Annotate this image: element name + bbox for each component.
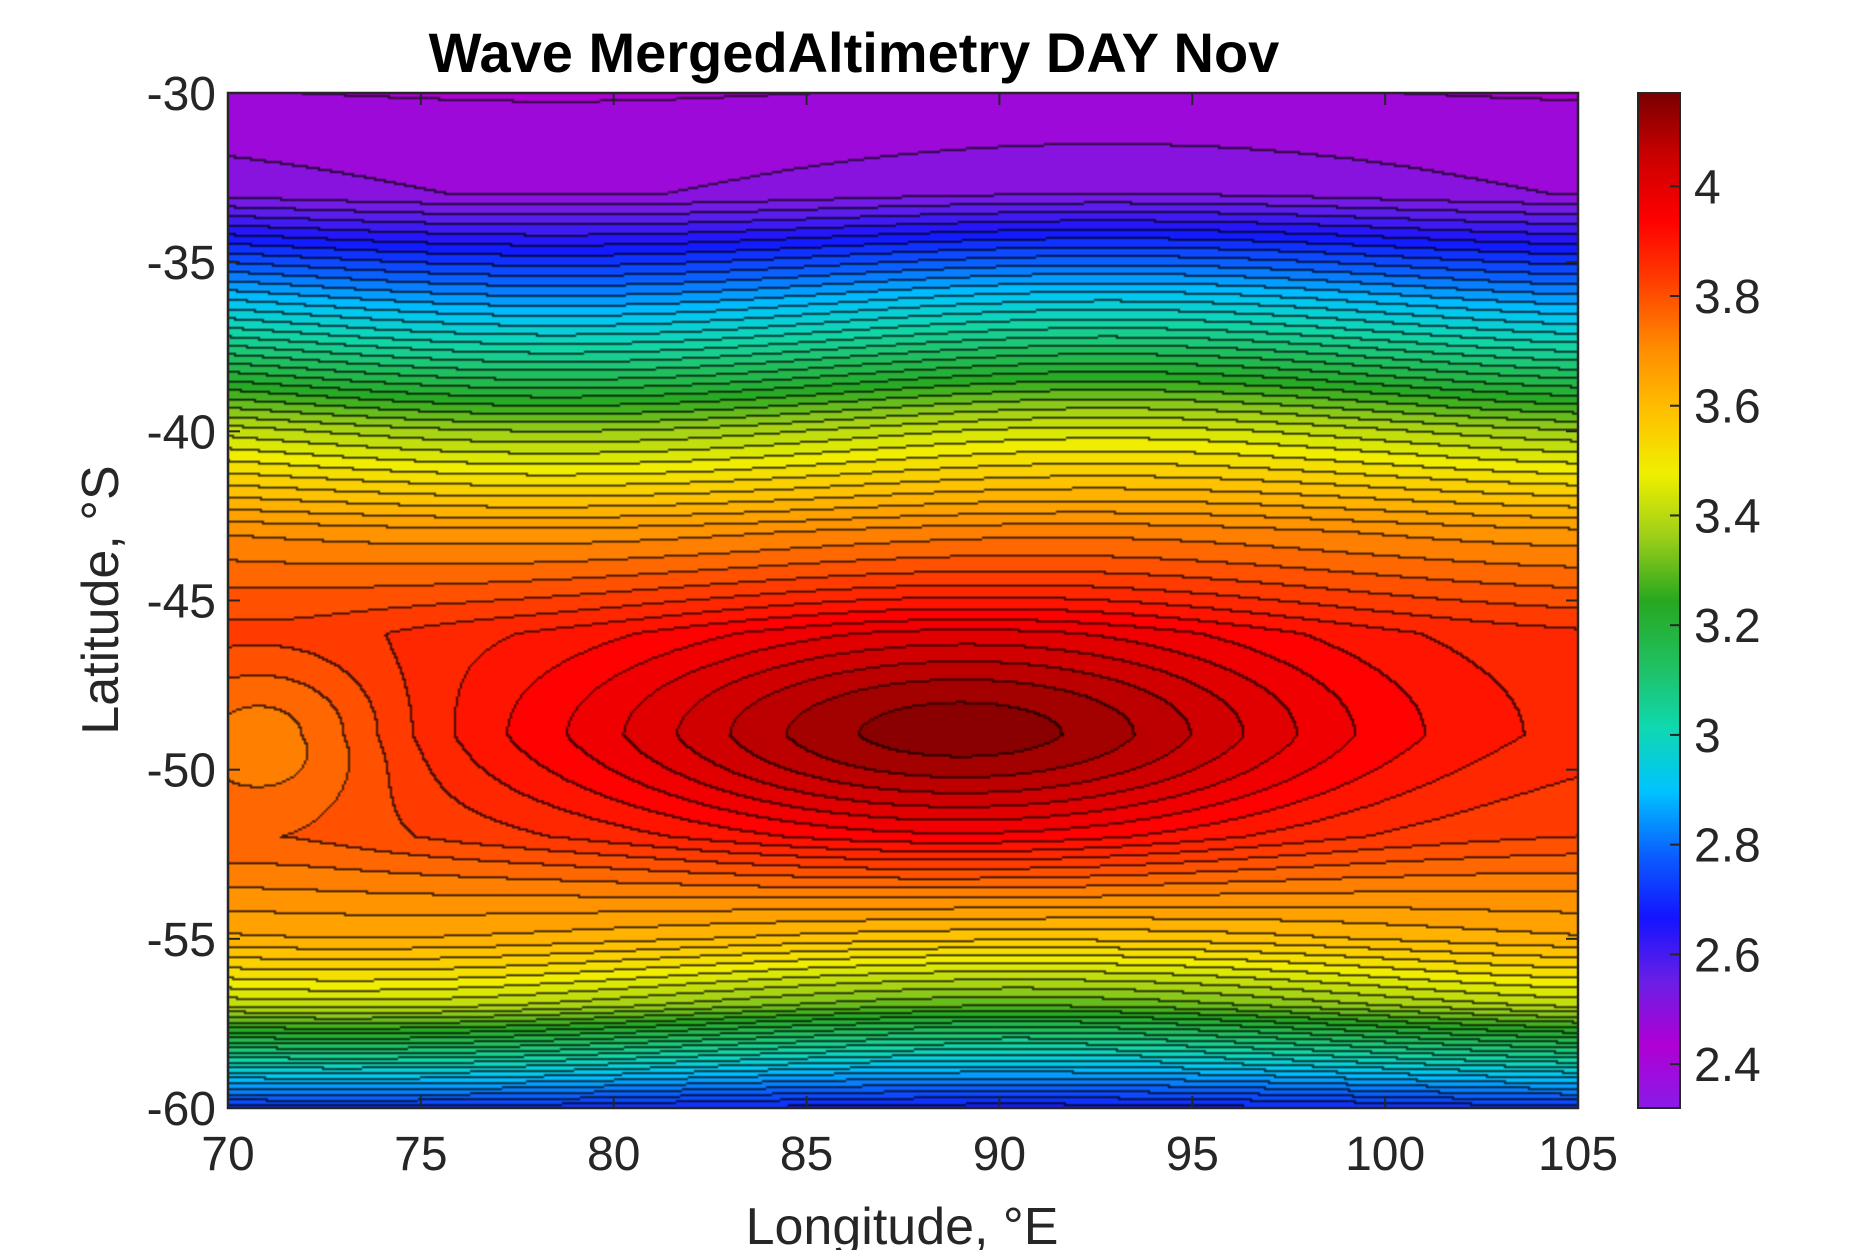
plot-area	[226, 91, 1580, 1110]
colorbar-tick-label: 3.6	[1694, 381, 1761, 434]
contour-field	[228, 93, 1578, 1108]
y-tick-label: -35	[147, 237, 216, 290]
y-axis-label: Latitude, °S	[72, 465, 130, 734]
colorbar-tick-label: 2.8	[1694, 820, 1761, 873]
colorbar-tick-label: 3.2	[1694, 600, 1761, 653]
colorbar-tick-label: 4	[1694, 161, 1721, 214]
y-tick-label: -30	[147, 68, 216, 121]
x-tick-label: 95	[1166, 1128, 1219, 1181]
x-tick-label: 70	[201, 1128, 254, 1181]
y-axis-tick-labels: -30 -35 -40 -45 -50 -55 -60	[147, 68, 216, 1136]
x-tick-label: 100	[1345, 1128, 1425, 1181]
y-tick-label: -60	[147, 1083, 216, 1136]
colorbar-tick-label: 2.6	[1694, 929, 1761, 982]
x-axis-label: Longitude, °E	[746, 1198, 1059, 1250]
y-tick-label: -40	[147, 406, 216, 459]
y-tick-label: -45	[147, 576, 216, 629]
chart-title: Wave MergedAltimetry DAY Nov	[429, 21, 1280, 84]
colorbar-tick-label: 3.4	[1694, 490, 1761, 543]
x-axis-tick-labels: 70 75 80 85 90 95 100 105	[201, 1128, 1618, 1181]
y-tick-label: -50	[147, 745, 216, 798]
colorbar-tick-label: 3.8	[1694, 271, 1761, 324]
colorbar-gradient	[1638, 93, 1680, 1108]
colorbar-tick-label: 3	[1694, 710, 1721, 763]
x-tick-label: 80	[587, 1128, 640, 1181]
x-tick-label: 105	[1538, 1128, 1618, 1181]
x-tick-label: 75	[394, 1128, 447, 1181]
x-tick-label: 85	[780, 1128, 833, 1181]
colorbar-frame	[1637, 92, 1681, 1109]
y-tick-label: -55	[147, 914, 216, 967]
x-tick-label: 90	[973, 1128, 1026, 1181]
colorbar-tick-label: 2.4	[1694, 1039, 1761, 1092]
plot-frame	[226, 91, 1580, 1110]
colorbar-ticks: 2.4 2.6 2.8 3 3.2 3.4 3.6 3.8 4	[1670, 161, 1761, 1092]
colorbar: 2.4 2.6 2.8 3 3.2 3.4 3.6 3.8 4	[1637, 92, 1761, 1109]
